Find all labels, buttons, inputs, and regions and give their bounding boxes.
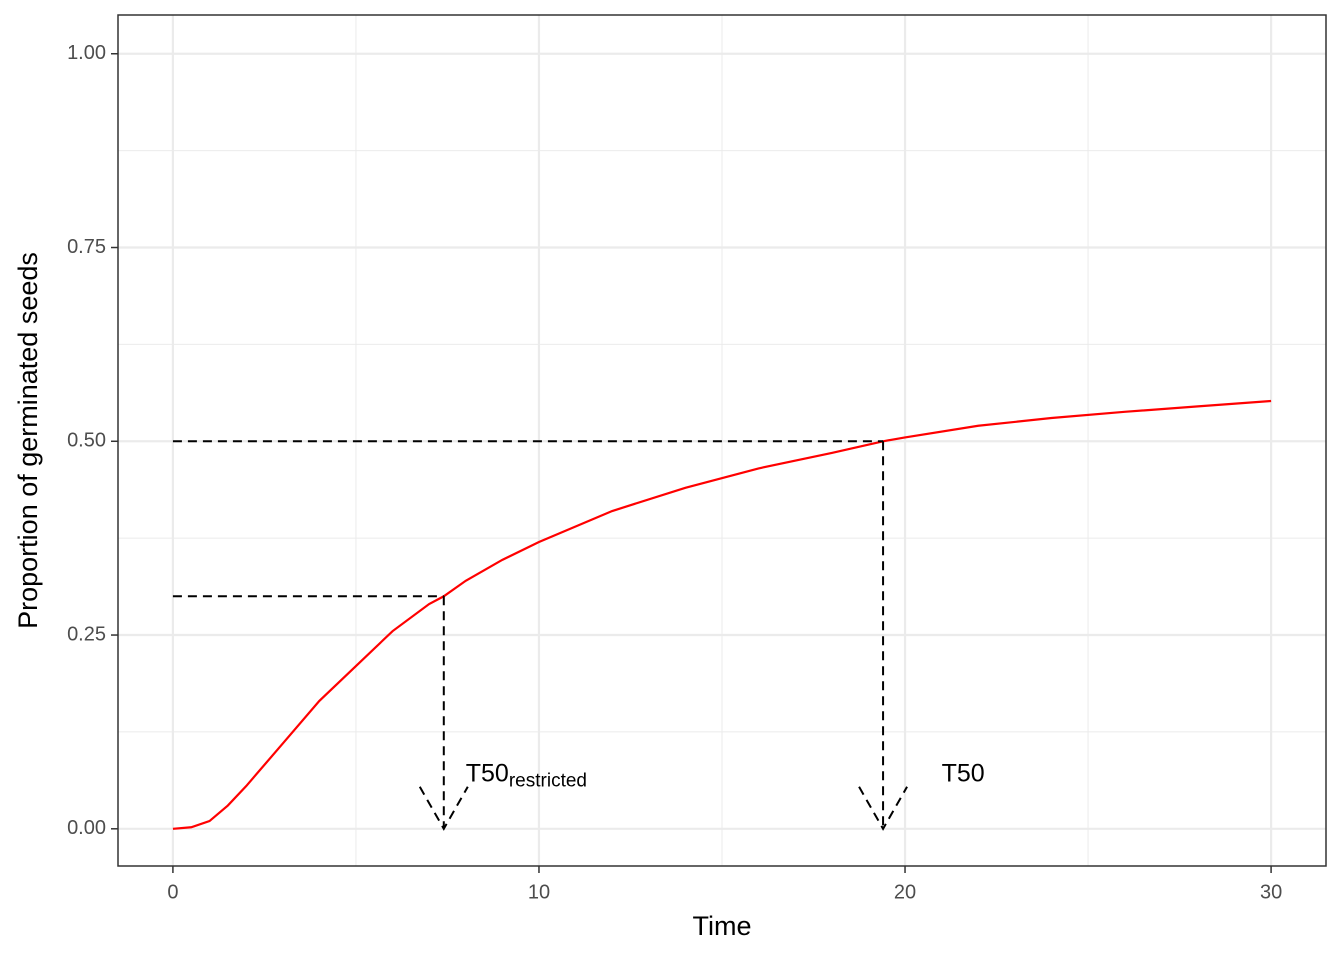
y-tick-label: 0.25	[67, 623, 106, 645]
annotation: T50	[942, 759, 985, 787]
annotation-text: T50	[466, 759, 509, 787]
y-axis-title: Proportion of germinated seeds	[13, 252, 43, 629]
x-tick-label: 0	[167, 881, 178, 903]
annotation: T50restricted	[466, 759, 587, 791]
y-tick-label: 0.50	[67, 430, 106, 452]
annotation-subscript: restricted	[509, 771, 587, 792]
x-tick-label: 10	[528, 881, 550, 903]
x-tick-label: 20	[894, 881, 916, 903]
line	[172, 399, 1272, 830]
x-tick-label: 30	[1260, 881, 1282, 903]
x-axis-title: Time	[693, 911, 752, 941]
plot-border	[117, 14, 1327, 867]
arrow-head	[858, 786, 908, 831]
y-tick-label: 1.00	[67, 42, 106, 64]
arrow-head	[418, 786, 469, 831]
annotation-text: T50	[942, 759, 985, 787]
y-tick-label: 0.75	[67, 236, 106, 258]
y-tick-label: 0.00	[67, 817, 106, 839]
